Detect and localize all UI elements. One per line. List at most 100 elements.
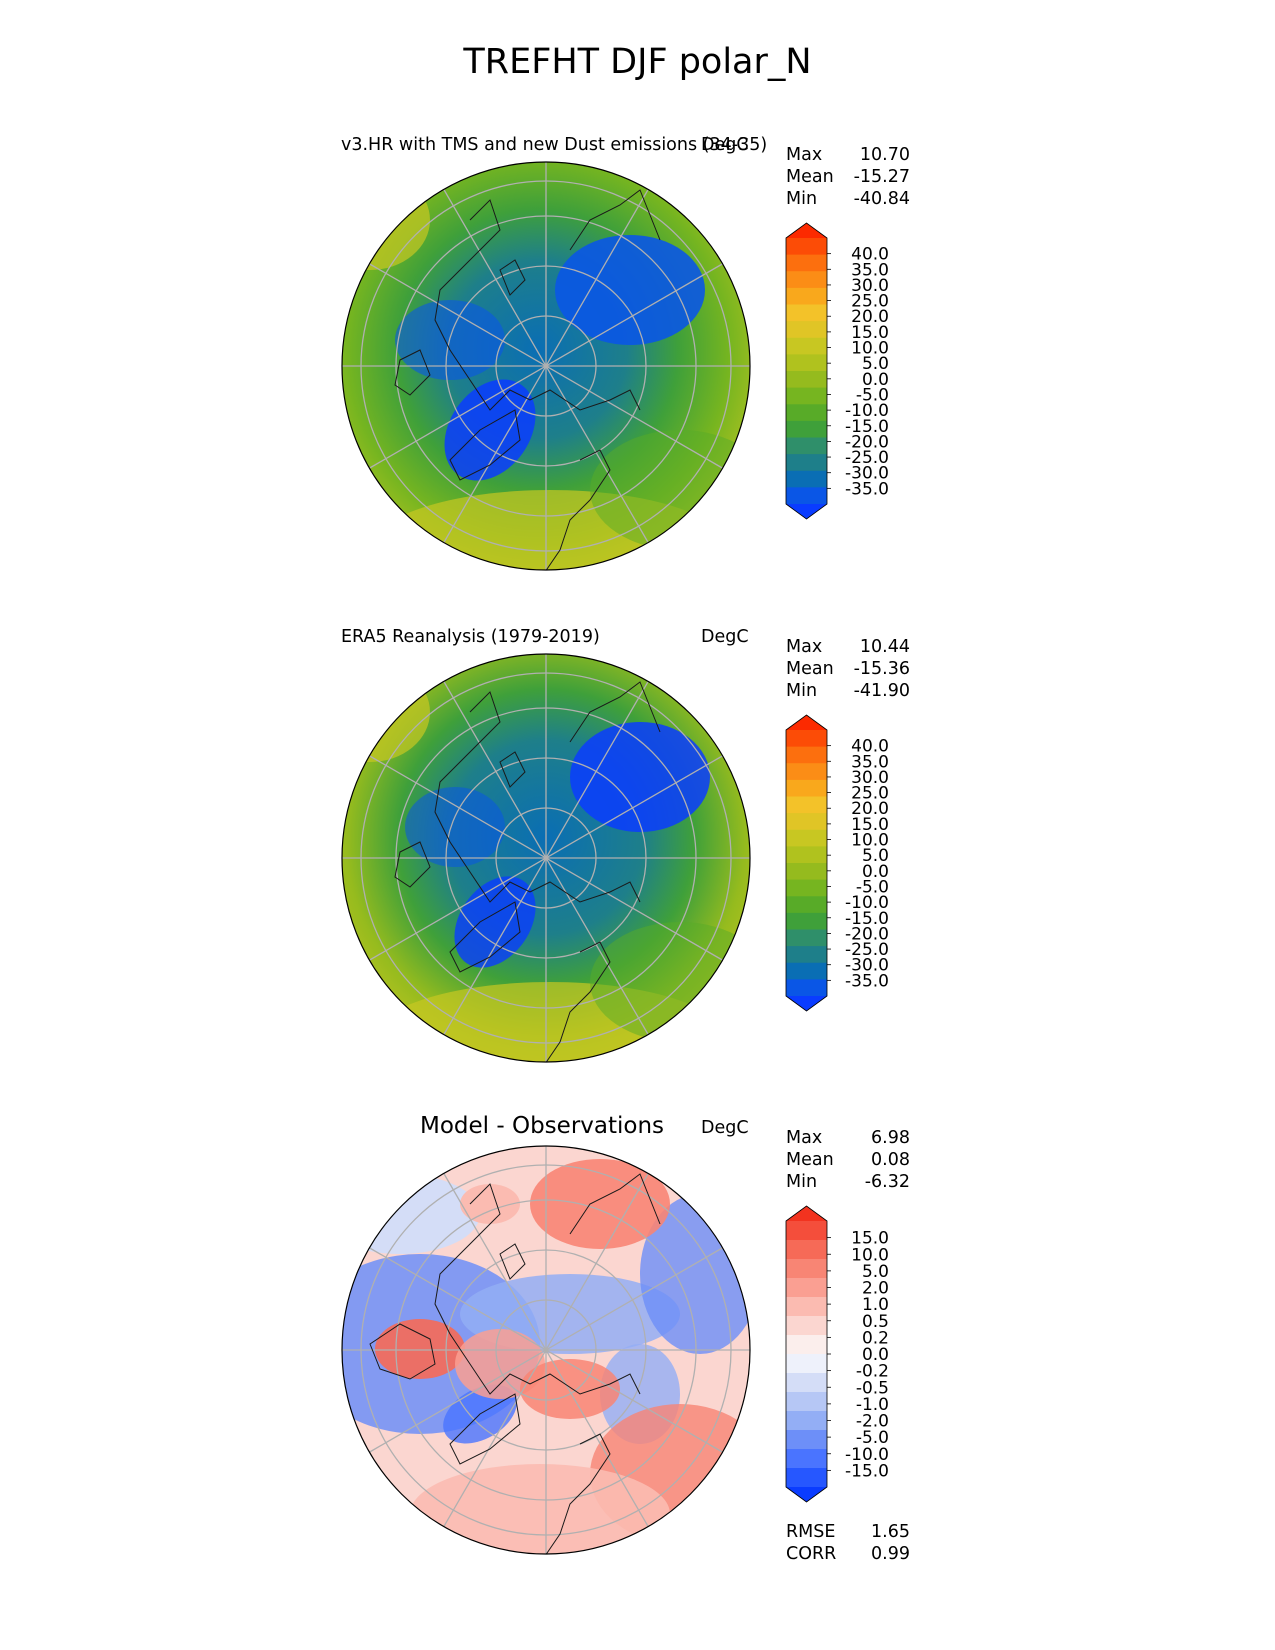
stat-max-label: Max	[786, 1128, 823, 1148]
colorbar-tick-label: 10.0	[851, 1245, 889, 1265]
stat-max-value: 6.98	[871, 1128, 910, 1148]
colorbar-segment	[786, 437, 827, 455]
colorbar-segment	[786, 420, 827, 438]
colorbar-tick-label: -5.0	[856, 877, 889, 897]
polar-map-difference	[341, 1145, 751, 1555]
coastlines	[394, 189, 661, 570]
colorbar-outline	[785, 714, 828, 1012]
colorbar-tick-label: 15.0	[851, 1229, 889, 1249]
positive-bias-region	[530, 1159, 670, 1249]
colorbar-tick-label: 2.0	[862, 1279, 889, 1299]
colorbar-segment	[786, 846, 827, 864]
colorbar-tick-label: -15.0	[845, 417, 889, 437]
colorbar-segment	[786, 254, 827, 272]
colorbar-tick-label: -30.0	[845, 464, 889, 484]
colorbar-tick-label: 20.0	[851, 307, 889, 327]
colorbar-tick-label: -20.0	[845, 432, 889, 452]
stat-min-label: Min	[786, 1172, 818, 1192]
polar-map-observations	[341, 653, 751, 1063]
colorbar-segment	[786, 1411, 827, 1431]
colorbar-segment	[786, 979, 827, 997]
colorbar-tick-label: 5.0	[862, 354, 889, 374]
colorbar-extend-max	[786, 715, 827, 730]
polar-map-model	[341, 161, 751, 571]
panel-units: DegC	[701, 1118, 749, 1138]
colorbar-segment	[786, 763, 827, 781]
colorbar-tick-label: 1.0	[862, 1295, 889, 1315]
greenland-cold-region	[444, 379, 536, 481]
colorbar-tick-label: 25.0	[851, 784, 889, 804]
panel-title: Model - Observations	[420, 1113, 665, 1139]
colorbar-segment	[786, 304, 827, 322]
stat-max-value: 10.44	[859, 637, 910, 657]
colorbar-segment	[786, 387, 827, 405]
colorbar-segment	[786, 1449, 827, 1469]
corr-value: 0.99	[871, 1544, 910, 1564]
colorbar-tick-label: 15.0	[851, 815, 889, 835]
colorbar-extend-min	[786, 996, 827, 1011]
colorbar-tick-label: 0.0	[862, 370, 889, 390]
colorbar-tick-label: -10.0	[845, 1445, 889, 1465]
siberia-cold-region	[570, 722, 710, 832]
graticule	[342, 162, 750, 570]
colorbar-tick-label: -25.0	[845, 940, 889, 960]
stat-mean-value: -15.27	[853, 167, 910, 187]
colorbar-tick-label: 25.0	[851, 292, 889, 312]
colorbar-segment	[786, 1278, 827, 1298]
colorbar-tick-label: -15.0	[845, 909, 889, 929]
colorbar-tick-label: -10.0	[845, 893, 889, 913]
colorbar-segment	[786, 238, 827, 256]
stat-mean-value: -15.36	[853, 659, 910, 679]
stat-mean-label: Mean	[786, 167, 834, 187]
colorbar-tick-label: 0.5	[862, 1312, 889, 1332]
panel-title: v3.HR with TMS and new Dust emissions (3…	[341, 135, 768, 155]
stat-mean-value: 0.08	[871, 1150, 910, 1170]
colorbar-tick-label: 30.0	[851, 768, 889, 788]
colorbar-segment	[786, 1468, 827, 1488]
colorbar-segment	[786, 879, 827, 897]
colorbar-extend-max	[786, 223, 827, 238]
colorbar-segment	[786, 813, 827, 831]
graticule	[342, 654, 750, 1062]
colorbar-tick-label: -15.0	[845, 1461, 889, 1481]
coastlines	[369, 1173, 661, 1554]
colorbar-tick-label: 5.0	[862, 846, 889, 866]
siberia-cold-region	[555, 235, 705, 345]
colorbar-segment	[786, 1373, 827, 1393]
colorbar-tick-label: 20.0	[851, 799, 889, 819]
colorbar-tick-label: -5.0	[856, 1428, 889, 1448]
colorbar-tick-label: -35.0	[845, 971, 889, 991]
colorbar-outline	[785, 222, 828, 520]
colorbar-tick-label: 30.0	[851, 276, 889, 296]
colorbar-segment	[786, 1297, 827, 1317]
stat-min-label: Min	[786, 681, 818, 701]
map-border	[341, 161, 751, 571]
colorbar-segment	[786, 487, 827, 505]
colorbar-segment	[786, 796, 827, 814]
colorbar-segment	[786, 337, 827, 355]
colorbar-segment	[786, 896, 827, 914]
colorbar-segment	[786, 1259, 827, 1279]
colorbar-tick-label: 5.0	[862, 1262, 889, 1282]
colorbar-tick-label: -30.0	[845, 956, 889, 976]
colorbar-segment	[786, 1221, 827, 1241]
panel-units: DegC	[701, 627, 749, 647]
colorbar-segment	[786, 912, 827, 930]
colorbar-tick-label: -20.0	[845, 924, 889, 944]
colorbar-tick-label: 40.0	[851, 737, 889, 757]
colorbar-tick-label: 40.0	[851, 245, 889, 265]
stat-max-label: Max	[786, 637, 823, 657]
colorbar-extend-max	[786, 1206, 827, 1221]
colorbar-tick-label: -10.0	[845, 401, 889, 421]
colorbar-segment	[786, 404, 827, 422]
stat-mean-label: Mean	[786, 1150, 834, 1170]
colorbar-tick-label: 0.0	[862, 1345, 889, 1365]
corr-label: CORR	[786, 1544, 837, 1564]
colorbar-tick-label: -25.0	[845, 448, 889, 468]
colorbar-segment	[786, 946, 827, 964]
colorbar-tick-label: -0.2	[856, 1362, 889, 1382]
colorbar-segment	[786, 371, 827, 389]
colorbar-segment	[786, 271, 827, 289]
colorbar-segment	[786, 929, 827, 947]
colorbar-segment	[786, 829, 827, 847]
